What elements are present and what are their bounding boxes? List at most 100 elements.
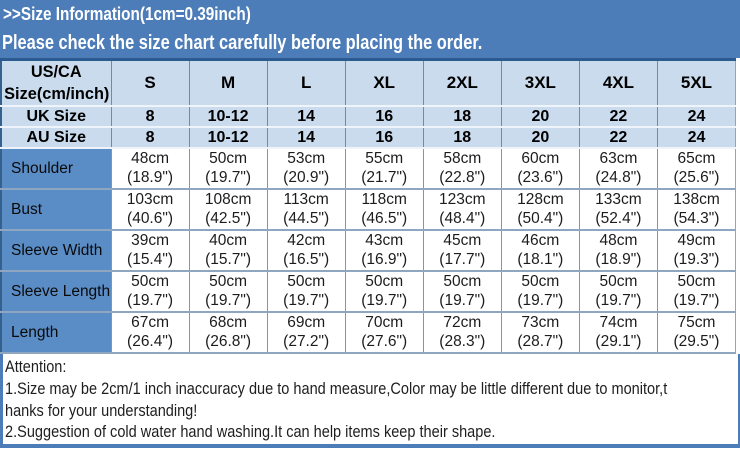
cm-value: 50cm — [677, 273, 716, 290]
inch-value: (24.8") — [595, 168, 642, 186]
measurement-cell: 42cm (16.5") — [266, 230, 346, 272]
measurement-cell: 50cm (19.7") — [422, 271, 502, 313]
cm-value: 45cm — [443, 232, 482, 249]
attention-note-1: 1.Size may be 2cm/1 inch inaccuracy due … — [5, 378, 668, 398]
size-value-cell: 18 — [422, 127, 502, 149]
cm-value: 73cm — [521, 314, 560, 331]
inch-value: (19.7") — [673, 291, 720, 309]
cm-value: 63cm — [599, 150, 638, 167]
inch-value: (19.7") — [517, 291, 564, 309]
inch-value: (18.1") — [517, 250, 564, 268]
size-conversion-row: AU Size 8 10-12 14 16 18 20 22 24 — [1, 127, 736, 149]
measurement-cell: 46cm (18.1") — [500, 230, 580, 272]
cm-value: 118cm — [361, 191, 407, 208]
measurement-cell: 138cm (54.3") — [656, 189, 736, 231]
cm-value: 49cm — [677, 232, 716, 249]
inch-value: (19.7") — [127, 291, 174, 309]
inch-value: (16.9") — [361, 250, 408, 268]
cm-value: 39cm — [131, 232, 169, 249]
cm-value: 72cm — [443, 314, 482, 331]
inch-value: (19.7") — [361, 291, 408, 309]
cm-value: 108cm — [204, 191, 252, 208]
corner-header-line1: US/CA — [30, 62, 82, 81]
measurement-cell: 50cm (19.7") — [188, 147, 268, 190]
measurement-cell: 48cm (18.9") — [578, 230, 658, 272]
inch-value: (44.5") — [283, 209, 330, 227]
attention-note-2: 2.Suggestion of cold water hand washing.… — [5, 422, 496, 442]
row-label: Sleeve Width — [1, 230, 111, 272]
inch-value: (15.7") — [205, 250, 252, 268]
measurement-cell: 43cm (16.9") — [344, 230, 424, 272]
size-column-header: XL — [344, 59, 424, 107]
measurement-cell: 53cm (20.9") — [266, 147, 346, 190]
size-value-cell: 20 — [500, 127, 580, 149]
size-value-cell: 18 — [422, 106, 502, 128]
cm-value: 43cm — [365, 232, 404, 249]
header-row: US/CA Size(cm/inch) S M L XL 2XL 3XL 4XL 5XL — [1, 59, 736, 107]
measurement-cell: 49cm (19.3") — [656, 230, 736, 272]
measurement-cell: 69cm (27.2") — [266, 312, 346, 354]
measurement-cell: 55cm (21.7") — [344, 147, 424, 190]
measurement-cell: 70cm (27.6") — [344, 312, 424, 354]
inch-value: (27.2") — [283, 332, 330, 350]
measurement-cell: 60cm (23.6") — [500, 147, 580, 190]
inch-value: (19.7") — [595, 291, 642, 309]
measurement-cell: 133cm (52.4") — [578, 189, 658, 231]
inch-value: (28.7") — [517, 332, 564, 350]
cm-value: 128cm — [517, 191, 564, 208]
size-value-cell: 24 — [656, 127, 736, 149]
measurement-row: Sleeve Width 39cm (15.4") 40cm (15.7") 42cm (1… — [1, 230, 736, 272]
cm-value: 75cm — [677, 314, 716, 331]
size-column-header: 2XL — [422, 59, 502, 107]
cm-value: 40cm — [209, 232, 248, 249]
inch-value: (54.3") — [673, 209, 720, 227]
inch-value: (26.4") — [127, 332, 174, 350]
cm-value: 67cm — [131, 314, 169, 331]
measurement-row: Length 67cm (26.4") 68cm (26.8") 69cm (27.2") 7… — [1, 312, 736, 354]
measurement-cell: 128cm (50.4") — [500, 189, 580, 231]
inch-value: (19.7") — [205, 291, 252, 309]
size-column-header: S — [110, 59, 190, 107]
cm-value: 50cm — [131, 273, 169, 290]
cm-value: 70cm — [365, 314, 404, 331]
cm-value: 69cm — [287, 314, 326, 331]
cm-value: 46cm — [521, 232, 560, 249]
cm-value: 50cm — [209, 150, 248, 167]
cm-value: 50cm — [599, 273, 638, 290]
size-column-header: 5XL — [656, 59, 736, 107]
cm-value: 123cm — [439, 191, 486, 208]
measurement-cell: 58cm (22.8") — [422, 147, 502, 190]
cm-value: 55cm — [365, 150, 404, 167]
measurement-cell: 118cm (46.5") — [344, 189, 424, 231]
inch-value: (46.5") — [361, 209, 408, 227]
inch-value: (23.6") — [517, 168, 564, 186]
cm-value: 53cm — [287, 150, 326, 167]
inch-value: (42.5") — [205, 209, 252, 227]
inch-value: (27.6") — [361, 332, 408, 350]
size-column-header: L — [266, 59, 346, 107]
cm-value: 50cm — [365, 273, 404, 290]
measurement-cell: 40cm (15.7") — [188, 230, 268, 272]
inch-value: (18.9") — [595, 250, 642, 268]
size-info-banner: >>Size Information(1cm=0.39inch) — [0, 0, 740, 28]
row-label: Bust — [1, 189, 111, 231]
cm-value: 50cm — [443, 273, 482, 290]
inch-value: (20.9") — [283, 168, 330, 186]
inch-value: (50.4") — [517, 209, 564, 227]
cm-value: 48cm — [131, 150, 169, 167]
measurement-cell: 74cm (29.1") — [578, 312, 658, 354]
inch-value: (16.5") — [283, 250, 330, 268]
measurement-cell: 50cm (19.7") — [188, 271, 268, 313]
inch-value: (19.7") — [205, 168, 252, 186]
inch-value: (19.3") — [673, 250, 720, 268]
measurement-cell: 48cm (18.9") — [110, 147, 190, 190]
corner-header: US/CA Size(cm/inch) — [1, 59, 111, 107]
inch-value: (22.8") — [439, 168, 486, 186]
cm-value: 48cm — [599, 232, 638, 249]
measurement-cell: 50cm (19.7") — [656, 271, 736, 313]
size-chart-warning-text: Please check the size chart carefully be… — [2, 31, 483, 54]
cm-value: 50cm — [287, 273, 326, 290]
inch-value: (29.1") — [595, 332, 642, 350]
measurement-row: Sleeve Length 50cm (19.7") 50cm (19.7") 50cm(… — [1, 271, 736, 313]
size-value-cell: 16 — [344, 127, 424, 149]
